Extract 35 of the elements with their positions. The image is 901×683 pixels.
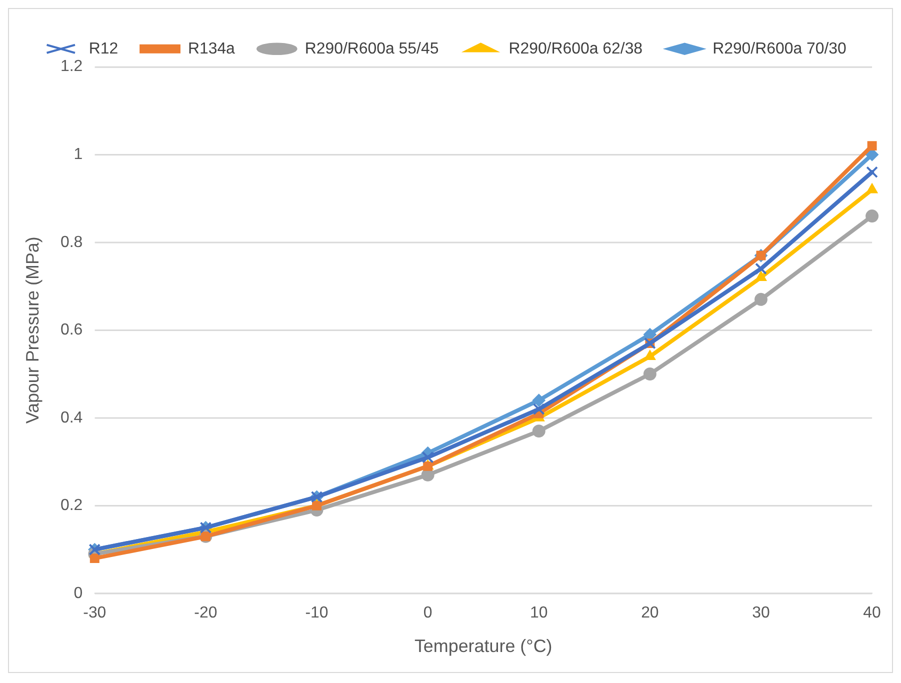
legend-label: R12: [88, 40, 118, 58]
legend-label: R290/R600a 62/38: [508, 40, 643, 58]
y-tick-label: 0: [74, 584, 83, 602]
y-tick-label: 0.6: [60, 322, 83, 339]
y-tick-label: 0.8: [60, 234, 83, 251]
legend-label: R290/R600a 55/45: [304, 40, 439, 58]
point: [422, 451, 434, 464]
x-tick-label: -30: [83, 604, 106, 622]
x-tick-label: 30: [752, 604, 770, 622]
point: [866, 166, 878, 178]
point: [754, 292, 768, 306]
x-tick-label: -10: [305, 604, 328, 622]
x-tick-label: -20: [194, 604, 218, 622]
x-tick-label: 40: [863, 604, 882, 622]
point: [643, 328, 656, 341]
point: [867, 141, 877, 151]
x-axis-title: Temperature (°C): [414, 636, 552, 656]
point: [90, 554, 100, 564]
y-axis-title: Vapour Pressure (MPa): [22, 236, 43, 424]
point: [866, 183, 878, 194]
point: [532, 394, 546, 407]
point: [532, 424, 546, 438]
y-tick-label: 0.2: [60, 497, 83, 514]
legend-label: R134a: [188, 40, 236, 58]
point: [866, 210, 879, 223]
y-tick-label: 1: [74, 146, 83, 163]
point: [755, 262, 767, 275]
x-tick-label: 20: [641, 604, 659, 622]
legend-label: R290/R600a 70/30: [712, 40, 847, 58]
y-tick-label: 0.4: [60, 409, 83, 426]
point: [532, 403, 545, 416]
x-tick-label: 10: [530, 604, 548, 622]
point: [643, 368, 656, 380]
x-tick-label: 0: [423, 604, 432, 622]
y-tick-label: 1.2: [60, 58, 83, 76]
